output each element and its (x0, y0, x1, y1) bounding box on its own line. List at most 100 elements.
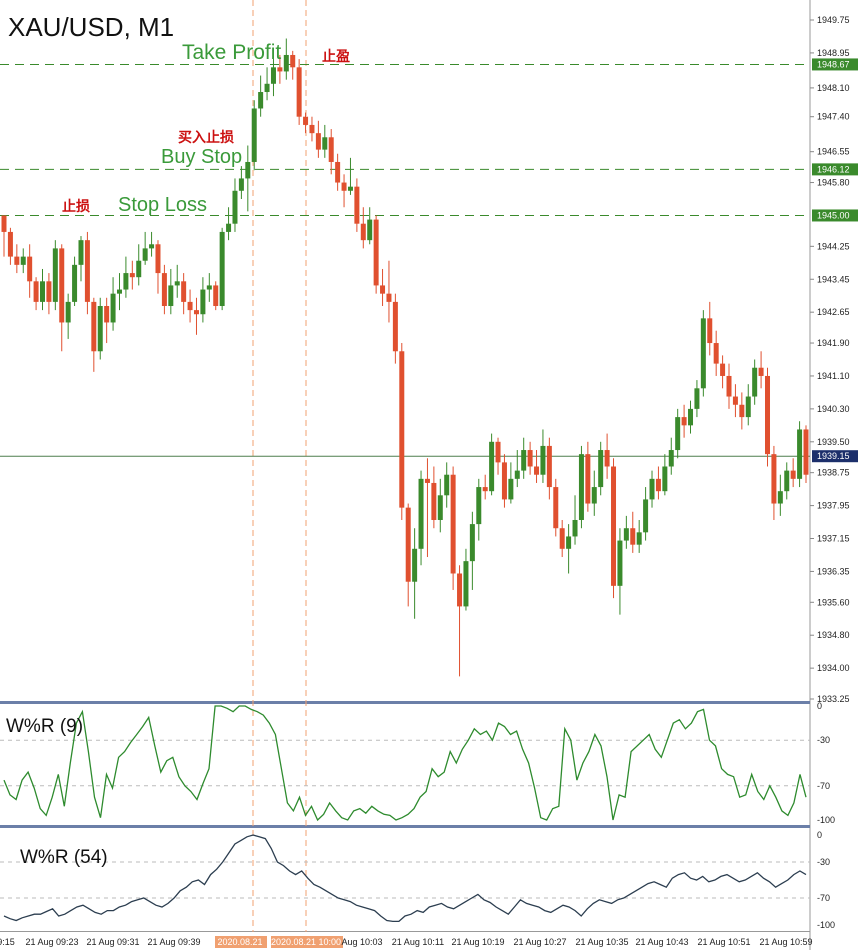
candle-body (322, 137, 328, 150)
candle-body (78, 240, 84, 265)
time-tick-label: 21 Aug 10:59 (759, 937, 812, 947)
level-tag-box (812, 163, 858, 176)
candle-body (437, 495, 443, 520)
candle-body (765, 375, 771, 455)
time-axis: 9:15 21 Aug 09:23 21 Aug 09:31 21 Aug 09:39… (0, 936, 813, 948)
candle-body (688, 408, 694, 426)
candle-body (168, 285, 174, 307)
time-tick-label: 21 Aug 10:11 (392, 937, 444, 947)
level-tag-box (812, 58, 858, 71)
panel-separator (0, 701, 810, 704)
candle-body (566, 536, 572, 549)
candle-body (116, 289, 122, 294)
candle-body (367, 219, 373, 241)
price-tick-label: 1933.25 (817, 694, 850, 704)
candle-body (553, 487, 559, 529)
candle-body (469, 524, 475, 562)
candle-body (104, 306, 110, 323)
price-tick-label: 1937.95 (817, 501, 850, 511)
indicator-level-label: 0 (817, 830, 822, 840)
candle-body (245, 161, 251, 179)
candle-body (200, 289, 206, 315)
level-tag-label: 1946.12 (817, 164, 850, 174)
candle-body (373, 219, 379, 286)
candle-body (752, 367, 758, 397)
time-tick-label: 21 Aug 10:43 (635, 937, 688, 947)
time-highlight (271, 936, 343, 948)
candle-body (514, 470, 520, 479)
level-tag-label: 1948.67 (817, 59, 850, 69)
candle-body (572, 519, 578, 537)
candle-body (521, 450, 527, 471)
indicator-level-label: -70 (817, 893, 830, 903)
candle-body (341, 182, 347, 191)
candle-body (1, 215, 7, 232)
candle-body (527, 450, 533, 467)
candle-body (457, 573, 463, 607)
candle-body (136, 260, 142, 278)
buy-stop-label: Buy Stop (161, 146, 242, 168)
candle-body (585, 454, 591, 504)
candle-body (91, 301, 97, 352)
candle-body (797, 429, 803, 479)
price-tick-label: 1939.50 (817, 437, 850, 447)
candle-body (238, 178, 244, 191)
price-tick-label: 1948.10 (817, 83, 850, 93)
candle-body (7, 231, 13, 257)
price-tick-label: 1949.75 (817, 15, 850, 25)
candle-body (591, 487, 597, 504)
candle-body (713, 343, 719, 364)
candle-body (270, 67, 276, 84)
candle-body (232, 190, 238, 224)
price-tick-label: 1941.10 (817, 371, 850, 381)
time-tick-label: 21 Aug 09:31 (86, 937, 139, 947)
candle-body (213, 285, 219, 307)
candle-body (578, 454, 584, 520)
candle-body (386, 293, 392, 302)
price-tick-label: 1943.45 (817, 274, 850, 284)
level-tag-label: 1939.15 (817, 451, 850, 461)
indicator-level-label: -70 (817, 781, 830, 791)
time-tick-label: 21 Aug 10:19 (451, 937, 504, 947)
time-tick-label: 2020.08.21 (217, 937, 262, 947)
price-tick-label: 1947.40 (817, 112, 850, 122)
candle-body (495, 441, 501, 463)
candle-body (296, 67, 302, 117)
price-tick-label: 1948.95 (817, 48, 850, 58)
candle-body (354, 186, 360, 224)
candle-body (264, 83, 270, 93)
price-tick-label: 1945.80 (817, 178, 850, 188)
candle-body (732, 396, 738, 405)
price-tick-label: 1936.35 (817, 566, 850, 576)
candle-body (46, 281, 52, 302)
candle-body (758, 367, 764, 376)
candle-body (662, 466, 668, 492)
candle-body (59, 248, 65, 323)
candle-body (636, 532, 642, 545)
candle-body (745, 396, 751, 418)
candle-body (123, 273, 129, 290)
candle-body (399, 351, 405, 508)
candle-body (277, 67, 283, 72)
candle-body (309, 124, 315, 134)
stop-loss-cn-label: 止损 (62, 198, 90, 214)
candle-body (784, 470, 790, 492)
candle-body (450, 474, 456, 574)
candle-body (303, 116, 309, 125)
level-tags: 1948.67 1946.12 1945.00 1939.15 (812, 58, 858, 463)
candle-body (335, 161, 341, 183)
time-tick-label: Aug 10:03 (341, 937, 382, 947)
price-axis: 1949.75 1948.95 1948.10 1947.40 1946.55 1945.… (810, 15, 850, 704)
candle-body (412, 548, 418, 582)
candle-body (418, 478, 424, 549)
candle-body (174, 281, 180, 286)
candle-body (27, 256, 33, 282)
candle-body (149, 244, 155, 249)
candle-body (476, 487, 482, 525)
chart-title: XAU/USD, M1 (8, 12, 174, 42)
time-tick-label: 9:15 (0, 937, 15, 947)
candle-body (655, 478, 661, 492)
candle-body (431, 482, 437, 520)
candle-body (72, 264, 78, 302)
